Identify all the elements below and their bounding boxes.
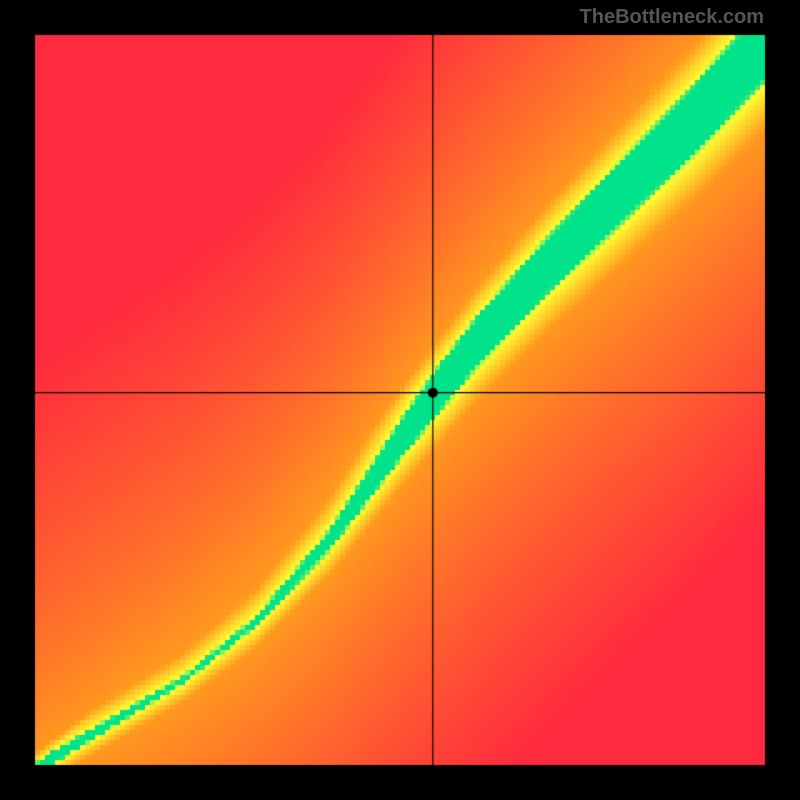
watermark-text: TheBottleneck.com xyxy=(580,6,764,29)
chart-container: TheBottleneck.com xyxy=(0,0,800,800)
heatmap-canvas xyxy=(0,0,800,800)
